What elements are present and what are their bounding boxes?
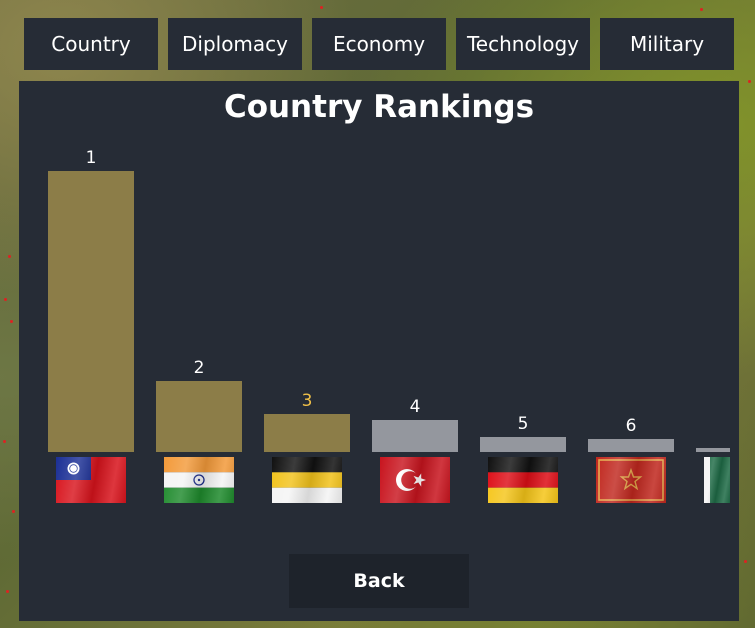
tab-military[interactable]: Military	[600, 18, 734, 70]
map-marker	[748, 80, 751, 83]
india-flag-icon[interactable]	[164, 457, 234, 503]
rank-label-1: 1	[85, 148, 97, 168]
rank-label-6: 6	[625, 416, 637, 436]
map-marker	[6, 590, 9, 593]
tab-bar: Country Diplomacy Economy Technology Mil…	[24, 18, 734, 70]
tab-country[interactable]: Country	[24, 18, 158, 70]
map-marker	[10, 320, 13, 323]
bar-rank-7	[696, 448, 730, 452]
rank-label-2: 2	[193, 358, 205, 378]
back-button[interactable]: Back	[289, 554, 469, 608]
bar-rank-4	[372, 420, 458, 452]
germany-flag-icon[interactable]	[488, 457, 558, 503]
rank-label-3: 3	[301, 391, 313, 411]
tab-economy[interactable]: Economy	[312, 18, 446, 70]
map-marker	[8, 255, 11, 258]
panel-title: Country Rankings	[223, 89, 535, 125]
map-marker	[4, 298, 7, 301]
tab-diplomacy[interactable]: Diplomacy	[168, 18, 302, 70]
black-yellow-white-tricolor-flag-icon[interactable]	[272, 457, 342, 503]
map-marker	[744, 560, 747, 563]
rank-label-5: 5	[517, 414, 529, 434]
turkey-flag-icon[interactable]	[380, 457, 450, 503]
rankings-chart: 1 2 3 4 5 6	[19, 81, 739, 621]
rank-label-4: 4	[409, 397, 421, 417]
bar-rank-2	[156, 381, 242, 452]
bar-rank-3	[264, 414, 350, 452]
map-marker	[3, 440, 6, 443]
rankings-panel: 1 2 3 4 5 6 Country Rankings Back	[19, 81, 739, 621]
map-marker	[12, 510, 15, 513]
green-white-flag-icon[interactable]	[704, 457, 730, 503]
bar-rank-5	[480, 437, 566, 452]
map-marker	[700, 8, 703, 11]
taiwan-flag-icon[interactable]	[56, 457, 126, 503]
tab-technology[interactable]: Technology	[456, 18, 590, 70]
red-star-flag-icon[interactable]	[596, 457, 666, 503]
map-marker	[320, 6, 323, 9]
bar-rank-6	[588, 439, 674, 452]
bar-rank-1	[48, 171, 134, 452]
